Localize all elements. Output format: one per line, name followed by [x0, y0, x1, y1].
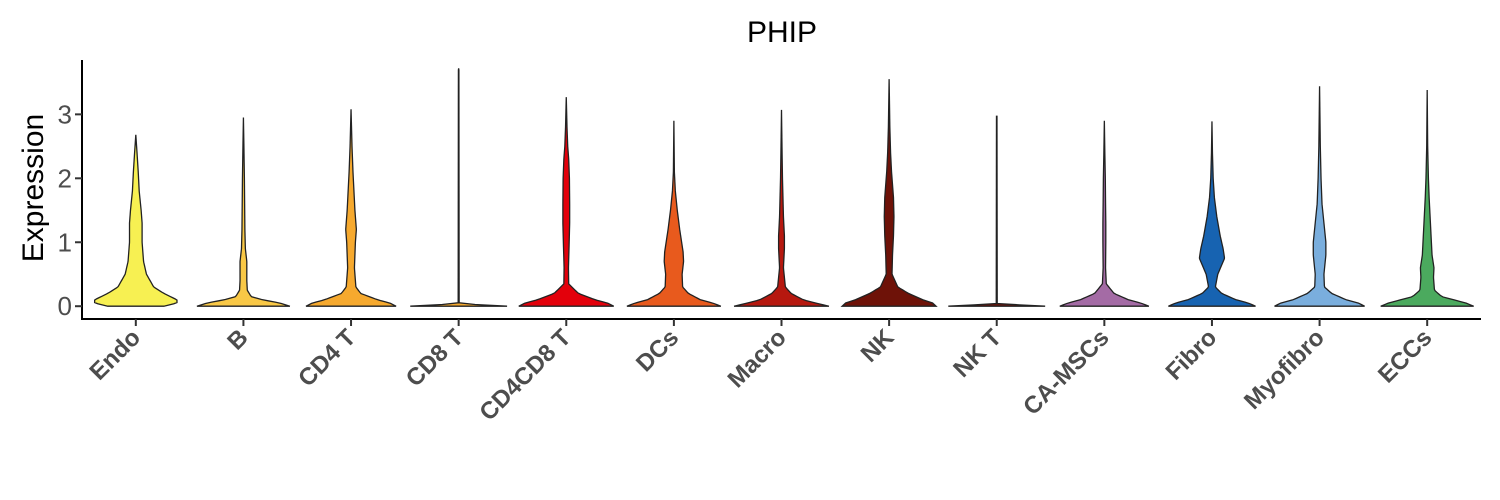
x-tick-label: ECCs	[1373, 324, 1437, 388]
violin-endo	[93, 134, 178, 307]
violin-cd8-t	[410, 68, 508, 307]
violin-b	[196, 117, 291, 307]
violin-nk	[840, 79, 938, 307]
x-tick-label: NK T	[948, 324, 1007, 383]
y-tick-label: 2	[58, 163, 72, 193]
violin-ca-mscs	[1059, 120, 1150, 307]
violin-myofibro	[1274, 86, 1365, 307]
x-ticks: Endo B CD4 T CD8 T CD4CD8 T DCs Macro NK NK T CA-…	[85, 319, 1437, 426]
x-tick-label: Fibro	[1161, 324, 1223, 386]
x-tick-label: CD4CD8 T	[474, 324, 576, 426]
violin-cd4cd8-t	[518, 97, 615, 307]
y-axis-label: Expression	[17, 114, 50, 262]
y-ticks: 0 1 2 3	[58, 99, 82, 321]
x-tick-label: DCs	[631, 324, 684, 377]
x-tick-label: B	[222, 324, 253, 355]
violin-cd4-t	[305, 109, 397, 307]
x-tick-label: CD8 T	[401, 324, 469, 392]
violin-macro	[733, 109, 830, 307]
violin-eccs	[1380, 90, 1474, 307]
y-tick-label: 1	[58, 227, 72, 257]
violin-nk-t	[948, 115, 1046, 307]
x-tick-label: CD4 T	[293, 324, 361, 392]
x-tick-label: Macro	[723, 324, 792, 393]
x-tick-label: NK	[856, 324, 900, 368]
y-tick-label: 0	[58, 291, 72, 321]
chart-title: PHIP	[747, 16, 817, 49]
violin-dcs	[626, 120, 722, 307]
x-tick-label: Myofibro	[1239, 324, 1330, 415]
x-tick-label: CA-MSCs	[1018, 324, 1114, 420]
x-tick-label: Endo	[85, 324, 147, 386]
y-tick-label: 3	[58, 99, 72, 129]
violin-fibro	[1168, 121, 1256, 307]
violins-layer	[93, 68, 1474, 307]
